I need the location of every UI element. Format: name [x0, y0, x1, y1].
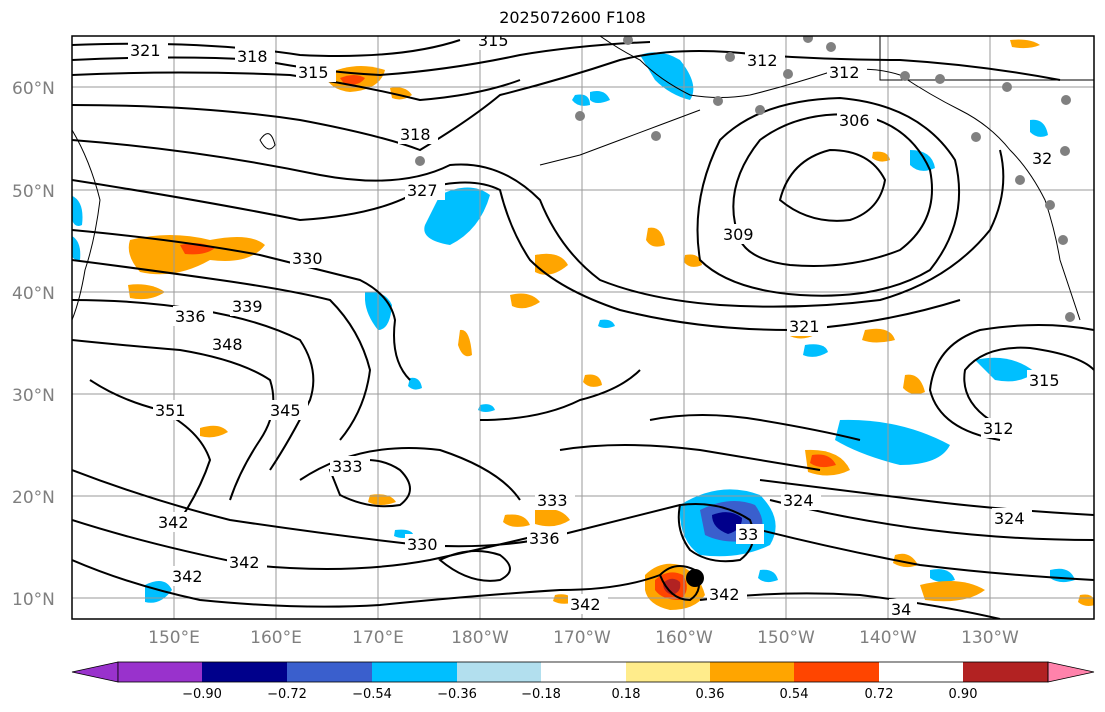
colorbar-segment	[118, 662, 202, 682]
contour-label: 324	[783, 491, 814, 510]
contour-label: 312	[829, 63, 860, 82]
colorbar-tick-label: −0.54	[352, 687, 392, 702]
colorbar-tick-label: −0.18	[521, 687, 561, 702]
colorbar-tick-label: 0.54	[780, 687, 809, 702]
contour-label: 315	[298, 63, 329, 82]
contour-label: 345	[270, 401, 301, 420]
storm-center-marker	[686, 569, 704, 587]
lon-label: 160°W	[655, 628, 713, 648]
contour-label: 330	[292, 249, 323, 268]
lon-label: 160°E	[250, 628, 302, 648]
latitude-labels: 60°N 50°N 40°N 30°N 20°N 10°N	[12, 79, 55, 610]
colorbar-segment	[202, 662, 287, 682]
contour-label: 336	[175, 307, 206, 326]
colorbar-outline	[117, 661, 1049, 683]
lon-label: 130°W	[961, 628, 1019, 648]
lon-label: 170°E	[352, 628, 404, 648]
contour-label: 306	[839, 111, 870, 130]
lon-label: 140°W	[859, 628, 917, 648]
colorbar-segment	[710, 662, 794, 682]
colorbar-segment	[626, 662, 710, 682]
colorbar-segment	[71, 661, 119, 683]
lon-label: 170°W	[553, 628, 611, 648]
contour-label: 32	[1032, 149, 1052, 168]
lat-label: 30°N	[12, 386, 55, 406]
lat-label: 10°N	[12, 590, 55, 610]
colorbar	[71, 661, 1095, 683]
colorbar-segment	[541, 662, 626, 682]
colorbar-segment	[457, 662, 541, 682]
colorbar-segment	[963, 662, 1048, 682]
contour-label: 333	[537, 491, 568, 510]
contour-label: 321	[789, 317, 820, 336]
contour-label: 339	[232, 297, 263, 316]
map-border	[71, 35, 1095, 620]
longitude-labels: 150°E 160°E 170°E 180°W 170°W 160°W 150°…	[148, 628, 1019, 648]
lat-label: 50°N	[12, 182, 55, 202]
contour-label: 342	[158, 513, 189, 532]
contour-label: 309	[723, 225, 754, 244]
contour-label: 318	[400, 125, 431, 144]
contour-label: 342	[229, 553, 260, 572]
contour-label: 351	[155, 401, 186, 420]
colorbar-tick-label: −0.36	[437, 687, 477, 702]
colorbar-tick-label: −0.90	[182, 687, 222, 702]
contour-label: 321	[130, 41, 161, 60]
coastlines	[72, 36, 1094, 321]
station-markers	[415, 36, 1075, 322]
colorbar-tick-label: 0.90	[949, 687, 978, 702]
contour-label: 34	[891, 600, 911, 619]
lon-label: 150°W	[757, 628, 815, 648]
colorbar-segment	[1047, 661, 1095, 683]
contour-label: 342	[570, 595, 601, 614]
contour-label: 315	[478, 31, 509, 50]
contour-label: 312	[983, 419, 1014, 438]
colorbar-ticks: −0.90 −0.72 −0.54 −0.36 −0.18 0.18 0.36 …	[182, 687, 977, 702]
colorbar-segment	[372, 662, 457, 682]
contour-label: 333	[332, 457, 363, 476]
contour-label: 312	[747, 51, 778, 70]
contour-label: 342	[709, 585, 740, 604]
colorbar-segment	[287, 662, 372, 682]
contour-label: 315	[1029, 371, 1060, 390]
contour-label: 324	[994, 509, 1025, 528]
lat-label: 40°N	[12, 284, 55, 304]
contour-label: 327	[407, 181, 438, 200]
contour-labels: 321 318 315 315 312 312 306 318 327 309 …	[128, 31, 1067, 619]
colorbar-tick-label: −0.72	[267, 687, 307, 702]
colorbar-tick-label: 0.36	[696, 687, 725, 702]
contour-label: 33	[738, 525, 758, 544]
contour-label: 336	[529, 529, 560, 548]
contour-label: 342	[172, 567, 203, 586]
colorbar-tick-label: 0.18	[612, 687, 641, 702]
lon-label: 150°E	[148, 628, 200, 648]
contour-label: 348	[212, 335, 243, 354]
lat-label: 20°N	[12, 488, 55, 508]
contour-label: 318	[237, 47, 268, 66]
contour-label: 330	[407, 535, 438, 554]
colorbar-tick-label: 0.72	[865, 687, 894, 702]
lon-label: 180°W	[451, 628, 509, 648]
colorbar-segment	[794, 662, 879, 682]
lat-label: 60°N	[12, 79, 55, 99]
map-title: 2025072600 F108	[499, 8, 646, 27]
